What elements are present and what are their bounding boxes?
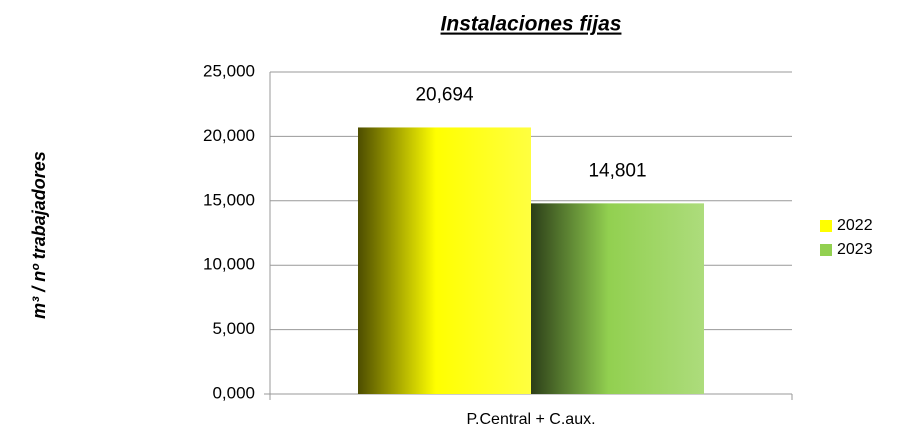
y-tick-label: 5,000: [212, 319, 255, 338]
legend-swatch: [820, 220, 832, 232]
data-label: 20,694: [415, 84, 474, 105]
y-axis-label: m³ / nº trabajadores: [29, 151, 49, 319]
legend-label: 2023: [837, 241, 873, 258]
y-tick-label: 15,000: [203, 190, 255, 209]
bar: [531, 203, 704, 394]
legend-label: 2022: [837, 217, 873, 234]
y-tick-label: 25,000: [203, 61, 255, 80]
x-tick-label: P.Central + C.aux.: [466, 411, 595, 428]
bar: [358, 127, 531, 395]
legend-swatch: [820, 244, 832, 256]
y-tick-label: 20,000: [203, 126, 255, 145]
y-tick-label: 0,000: [212, 383, 255, 402]
chart-title: Instalaciones fijas: [441, 13, 622, 36]
y-tick-label: 10,000: [203, 255, 255, 274]
data-label: 14,801: [588, 160, 646, 181]
